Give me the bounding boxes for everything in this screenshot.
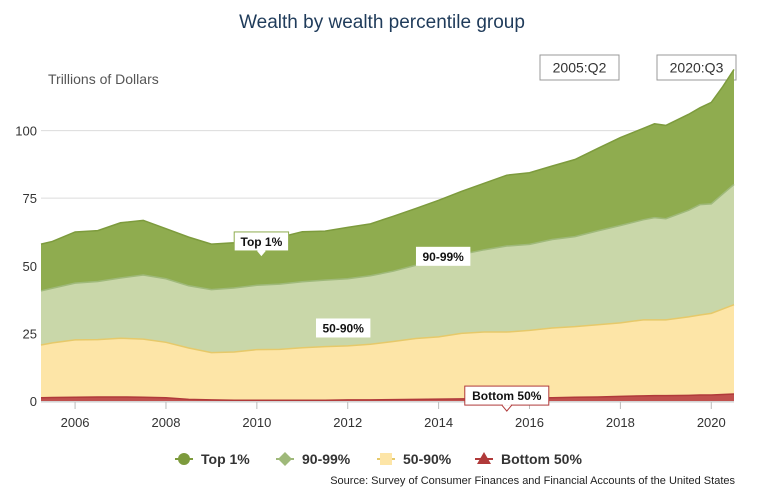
legend-label-90-99pct: 90-99%: [302, 451, 351, 467]
area-bottom-50pct: [41, 393, 734, 401]
source-note: Source: Survey of Consumer Finances and …: [330, 475, 735, 487]
x-tick-2014: 2014: [424, 415, 453, 430]
callout-box: [415, 246, 471, 266]
y-axis-label: Trillions of Dollars: [48, 71, 159, 87]
x-tick-2020: 2020: [697, 415, 726, 430]
callout-bottom-50pct: Bottom 50%: [472, 389, 542, 403]
x-tick-2006: 2006: [61, 415, 90, 430]
range-start-box[interactable]: 2005:Q2: [539, 54, 620, 81]
plot-area: [40, 69, 735, 401]
area-90-99pct: [41, 184, 734, 353]
legend-marker-top-1pct: [178, 453, 190, 465]
callout-50-90pct: 50-90%: [323, 321, 365, 335]
callout-box: [315, 318, 371, 338]
x-tick-2012: 2012: [333, 415, 362, 430]
line-bottom-50pct: [40, 393, 735, 401]
x-tick-2018: 2018: [606, 415, 635, 430]
legend-marker-50-90pct: [380, 453, 392, 465]
callout-pointer: [500, 404, 513, 412]
legend-label-top-1pct: Top 1%: [201, 451, 250, 467]
callout-90-99pct: 90-99%: [422, 250, 464, 264]
x-tick-2016: 2016: [515, 415, 544, 430]
legend-marker-90-99pct: [278, 452, 292, 466]
legend-label-50-90pct: 50-90%: [403, 451, 452, 467]
x-tick-2008: 2008: [152, 415, 181, 430]
line-90-99pct: [40, 183, 735, 292]
area-50-90pct: [41, 304, 734, 401]
line-50-90pct: [40, 304, 735, 354]
range-start-label: 2005:Q2: [553, 60, 607, 76]
annotations: Top 1% 90-99% 50-90% Bottom 50%: [233, 231, 550, 412]
y-tick-100: 100: [15, 124, 37, 139]
y-tick-0: 0: [30, 394, 37, 409]
chart-title: Wealth by wealth percentile group: [239, 12, 525, 33]
y-axis: 0 25 50 75 100: [15, 124, 37, 409]
x-axis: 2006 2008 2010 2012 2014 2016 2018 2020: [41, 401, 734, 430]
x-tick-2010: 2010: [242, 415, 271, 430]
legend-marker-bottom-50pct: [477, 452, 491, 464]
y-tick-25: 25: [23, 326, 37, 341]
legend: Top 1% 90-99% 50-90% Bottom 50%: [175, 451, 582, 467]
range-end-label: 2020:Q3: [670, 60, 724, 76]
area-top-1pct: [41, 69, 734, 291]
range-end-box[interactable]: 2020:Q3: [656, 54, 737, 81]
y-tick-50: 50: [23, 259, 37, 274]
y-tick-75: 75: [23, 191, 37, 206]
line-top-1pct: [40, 69, 735, 245]
callout-top-1pct: Top 1%: [241, 235, 283, 249]
legend-label-bottom-50pct: Bottom 50%: [501, 451, 582, 467]
